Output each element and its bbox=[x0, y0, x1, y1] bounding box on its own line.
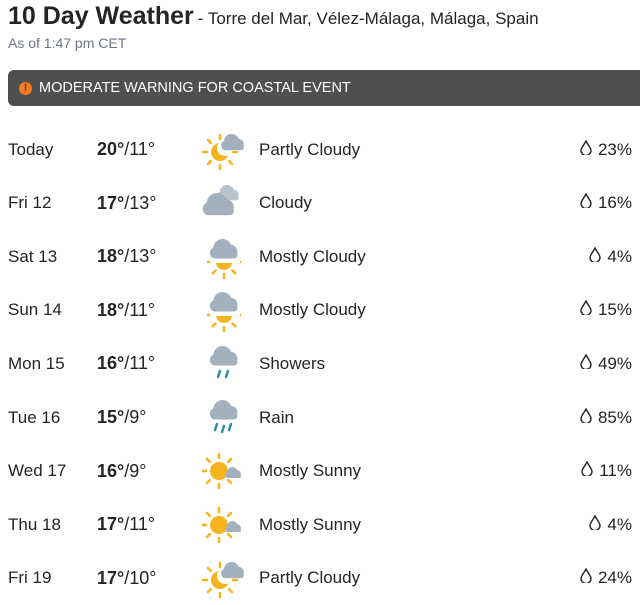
condition: Mostly Cloudy bbox=[259, 300, 366, 320]
precip-value: 85% bbox=[597, 407, 632, 427]
showers-icon bbox=[202, 342, 246, 386]
mostly-cloudy-icon bbox=[202, 288, 246, 333]
high-temp: 15° bbox=[97, 407, 125, 427]
raindrop-icon bbox=[581, 460, 593, 481]
raindrop-icon bbox=[589, 246, 602, 267]
high-temp: 18° bbox=[97, 246, 125, 267]
condition: Rain bbox=[259, 407, 294, 427]
mostly-sunny-icon bbox=[200, 449, 246, 493]
rain-icon bbox=[202, 396, 246, 440]
high-temp: 17° bbox=[97, 192, 125, 213]
as-of-time: As of 1:47 pm CET bbox=[8, 35, 127, 51]
high-temp: 17° bbox=[97, 567, 125, 588]
temperature: 18°/11° bbox=[97, 300, 155, 321]
raindrop-icon bbox=[580, 192, 592, 213]
low-temp: /13° bbox=[124, 192, 157, 213]
day-row[interactable]: Fri 19 17°/10° Partly Cloudy 24% bbox=[0, 552, 640, 605]
condition: Cloudy bbox=[259, 193, 312, 213]
temperature: 18°/13° bbox=[97, 246, 156, 267]
low-temp: /11° bbox=[124, 514, 156, 535]
precip-value: 23% bbox=[597, 139, 632, 159]
condition: Mostly Cloudy bbox=[259, 246, 366, 266]
condition: Mostly Sunny bbox=[259, 514, 362, 534]
day-label: Sun 14 bbox=[8, 300, 62, 320]
exclamation-icon: ! bbox=[19, 81, 32, 95]
cloudy-icon bbox=[202, 181, 246, 225]
precipitation: 85% bbox=[580, 406, 632, 428]
condition: Partly Cloudy bbox=[259, 139, 361, 159]
temperature: 16°/9° bbox=[97, 461, 146, 482]
day-row[interactable]: Sun 14 18°/11° Mostly Cloudy 15% bbox=[0, 284, 640, 337]
low-temp: /13° bbox=[124, 246, 157, 267]
day-label: Tue 16 bbox=[8, 407, 61, 427]
precip-value: 24% bbox=[597, 568, 632, 588]
precipitation: 11% bbox=[581, 460, 632, 481]
temperature: 17°/11° bbox=[97, 514, 155, 535]
temperature: 17°/13° bbox=[97, 193, 156, 214]
day-row[interactable]: Thu 18 17°/11° Mostly Sunny 4% bbox=[0, 498, 640, 551]
page-title: 10 Day Weather bbox=[8, 2, 194, 30]
location: - Torre del Mar, Vélez-Málaga, Málaga, S… bbox=[197, 9, 539, 28]
alert-banner[interactable]: ! MODERATE WARNING FOR COASTAL EVENT bbox=[8, 70, 640, 106]
day-label: Thu 18 bbox=[8, 514, 61, 534]
partly-cloudy-night-icon bbox=[201, 556, 246, 600]
raindrop-icon bbox=[580, 567, 592, 588]
day-row[interactable]: Tue 16 15°/9° Rain 85% bbox=[0, 391, 640, 444]
alert-text: MODERATE WARNING FOR COASTAL EVENT bbox=[39, 80, 351, 96]
low-temp: /11° bbox=[124, 139, 156, 159]
mostly-sunny-icon bbox=[200, 503, 246, 547]
high-temp: 16° bbox=[97, 460, 125, 481]
day-label: Mon 15 bbox=[8, 353, 65, 373]
condition: Mostly Sunny bbox=[259, 461, 362, 481]
precipitation: 24% bbox=[580, 567, 632, 588]
precip-value: 4% bbox=[607, 514, 632, 534]
condition: Showers bbox=[259, 353, 326, 373]
day-row[interactable]: Fri 12 17°/13° Cloudy 16% bbox=[0, 177, 640, 230]
raindrop-icon bbox=[580, 299, 592, 320]
high-temp: 17° bbox=[97, 514, 125, 535]
precip-value: 11% bbox=[599, 461, 632, 481]
low-temp: /11° bbox=[124, 353, 156, 374]
precip-value: 15% bbox=[597, 300, 632, 320]
raindrop-icon bbox=[580, 406, 592, 428]
day-label: Fri 12 bbox=[8, 193, 52, 213]
precipitation: 49% bbox=[580, 353, 632, 374]
precipitation: 4% bbox=[589, 246, 632, 267]
day-row[interactable]: Sat 13 18°/13° Mostly Cloudy 4% bbox=[0, 230, 640, 283]
high-temp: 16° bbox=[97, 353, 125, 374]
temperature: 16°/11° bbox=[97, 353, 155, 374]
precipitation: 4% bbox=[589, 514, 632, 535]
low-temp: /9° bbox=[124, 460, 147, 481]
raindrop-icon bbox=[580, 138, 592, 160]
condition: Partly Cloudy bbox=[259, 568, 361, 588]
raindrop-icon bbox=[589, 514, 602, 535]
day-row[interactable]: Mon 15 16°/11° Showers 49% bbox=[0, 337, 640, 390]
low-temp: /11° bbox=[124, 299, 156, 320]
temperature: 20°/11° bbox=[97, 139, 155, 160]
partly-cloudy-night-icon bbox=[201, 128, 246, 172]
precipitation: 23% bbox=[580, 138, 632, 160]
raindrop-icon bbox=[580, 353, 592, 374]
temperature: 15°/9° bbox=[97, 407, 146, 428]
precip-value: 16% bbox=[597, 193, 632, 213]
day-row[interactable]: Today 20°/11° Partly Cloudy 23% bbox=[0, 123, 640, 176]
high-temp: 20° bbox=[97, 139, 125, 159]
day-row[interactable]: Wed 17 16°/9° Mostly Sunny 11% bbox=[0, 445, 640, 498]
mostly-cloudy-icon bbox=[202, 235, 246, 279]
high-temp: 18° bbox=[97, 299, 125, 320]
precip-value: 4% bbox=[607, 246, 632, 266]
day-label: Fri 19 bbox=[8, 568, 52, 588]
page-header: 10 Day Weather - Torre del Mar, Vélez-Mál… bbox=[8, 2, 539, 31]
precipitation: 16% bbox=[580, 192, 632, 213]
temperature: 17°/10° bbox=[97, 568, 156, 589]
day-label: Sat 13 bbox=[8, 246, 58, 266]
day-label: Today bbox=[8, 139, 54, 159]
low-temp: /10° bbox=[124, 567, 157, 588]
low-temp: /9° bbox=[124, 407, 147, 427]
precip-value: 49% bbox=[597, 353, 632, 373]
precipitation: 15% bbox=[580, 299, 632, 320]
day-label: Wed 17 bbox=[8, 461, 67, 481]
